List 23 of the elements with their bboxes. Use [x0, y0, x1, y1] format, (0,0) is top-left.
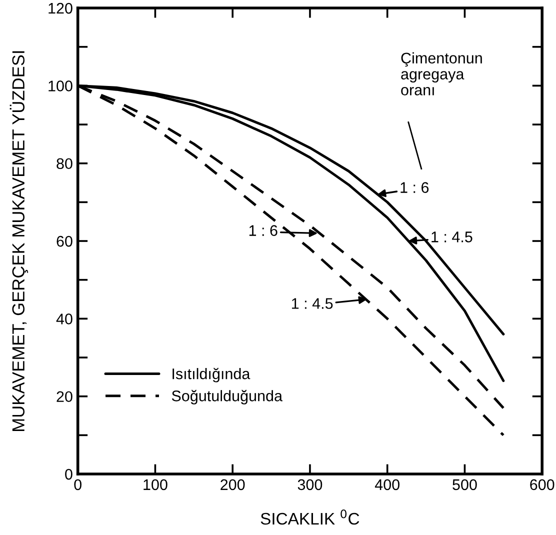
annotation: 1 : 4.5 — [292, 298, 333, 309]
y-tick-label: 0 — [65, 468, 72, 480]
y-tick-label: 60 — [56, 236, 72, 247]
annotation: Çimentonun agregaya oranı — [401, 52, 482, 96]
x-tick-label: 100 — [144, 479, 168, 490]
annotation: 1 : 4.5 — [432, 232, 472, 242]
y-tick-label: 80 — [56, 158, 72, 170]
legend-label: Soğutulduğunda — [172, 390, 283, 404]
annotation: 1 : 6 — [249, 225, 278, 236]
x-tick-label: 200 — [220, 479, 245, 490]
y-tick-label: 120 — [48, 2, 72, 14]
y-axis-title: MUKAVEMET, GERÇEK MUKAVEMET YÜZDESI — [10, 51, 28, 431]
x-axis-title: SICAKLIK $^{0}$C — [260, 509, 360, 525]
annotation: 1 : 6 — [400, 182, 429, 193]
y-tick-label: 20 — [56, 391, 72, 402]
legend-label: Isıtıldığında — [172, 368, 250, 382]
x-tick-label: 0 — [74, 479, 82, 490]
y-tick-label: 100 — [48, 80, 72, 92]
x-tick-label: 400 — [374, 479, 400, 490]
x-tick-label: 600 — [530, 479, 554, 490]
x-tick-label: 500 — [452, 479, 477, 490]
y-tick-label: 40 — [56, 314, 72, 324]
x-tick-label: 300 — [298, 479, 322, 490]
